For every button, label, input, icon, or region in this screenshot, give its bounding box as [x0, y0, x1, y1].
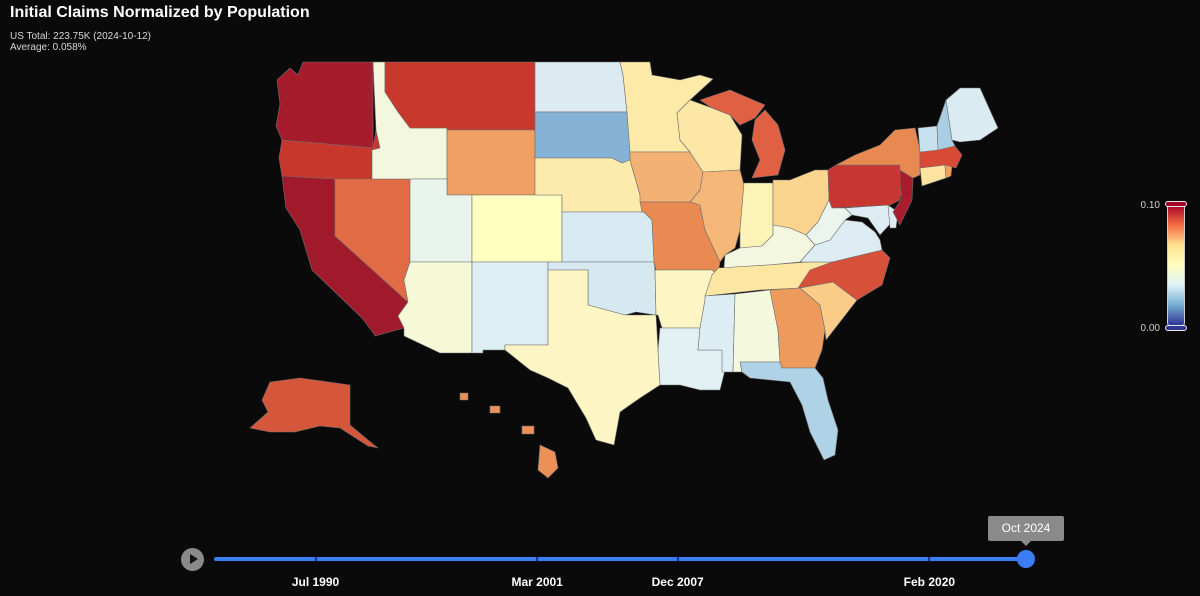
state-WY[interactable]	[446, 129, 536, 196]
state-PA[interactable]	[827, 164, 906, 209]
timeline-tick	[928, 557, 931, 561]
page-title: Initial Claims Normalized by Population	[10, 4, 310, 21]
legend-gradient-bar	[1167, 204, 1185, 326]
color-scale-legend: 0.10 0.00	[1130, 196, 1200, 336]
state-CT[interactable]	[919, 164, 947, 187]
state-SD[interactable]	[534, 111, 631, 164]
state-ME[interactable]	[945, 87, 999, 143]
state-IA[interactable]	[629, 151, 704, 203]
legend-min-label: 0.00	[1140, 323, 1160, 334]
legend-max-handle[interactable]	[1165, 201, 1187, 207]
timeline-tick-label: Feb 2020	[903, 575, 956, 589]
timeline-track[interactable]	[214, 557, 1026, 561]
average-text: Average: 0.058%	[10, 42, 87, 53]
state-AK[interactable]	[249, 377, 379, 449]
current-date-tooltip: Oct 2024	[988, 516, 1064, 546]
state-HI[interactable]	[459, 392, 559, 479]
state-WA[interactable]	[275, 61, 374, 149]
timeline-tick-label: Mar 2001	[511, 575, 563, 589]
state-TX[interactable]	[504, 269, 661, 446]
state-NJ[interactable]	[892, 169, 914, 226]
state-IL[interactable]	[689, 169, 745, 263]
timeline-tick	[314, 557, 317, 561]
state-CO[interactable]	[471, 194, 563, 263]
timeline-tick	[536, 557, 539, 561]
state-ND[interactable]	[534, 61, 628, 113]
state-FL[interactable]	[739, 361, 839, 461]
state-IN[interactable]	[739, 182, 774, 249]
state-AZ[interactable]	[397, 261, 473, 354]
legend-min-handle[interactable]	[1165, 325, 1187, 331]
state-RI[interactable]	[944, 164, 953, 179]
timeline-thumb[interactable]	[1017, 550, 1035, 568]
state-VT[interactable]	[917, 125, 939, 153]
play-button[interactable]	[181, 548, 204, 571]
state-MI[interactable]	[699, 89, 786, 179]
state-NM[interactable]	[471, 261, 549, 354]
state-KS[interactable]	[561, 211, 655, 263]
state-NC[interactable]	[797, 249, 891, 301]
state-NH[interactable]	[936, 99, 956, 151]
summary-stats: US Total: 223.75K (2024-10-12) Average: …	[10, 31, 151, 53]
state-MT[interactable]	[384, 61, 536, 131]
timeline-tick	[676, 557, 679, 561]
state-WI[interactable]	[676, 99, 743, 173]
legend-max-label: 0.10	[1140, 200, 1160, 211]
timeline-tick-label: Dec 2007	[651, 575, 704, 589]
us-total-text: US Total: 223.75K (2024-10-12)	[10, 31, 152, 42]
timeline-tick-label: Jul 1990	[291, 575, 340, 589]
